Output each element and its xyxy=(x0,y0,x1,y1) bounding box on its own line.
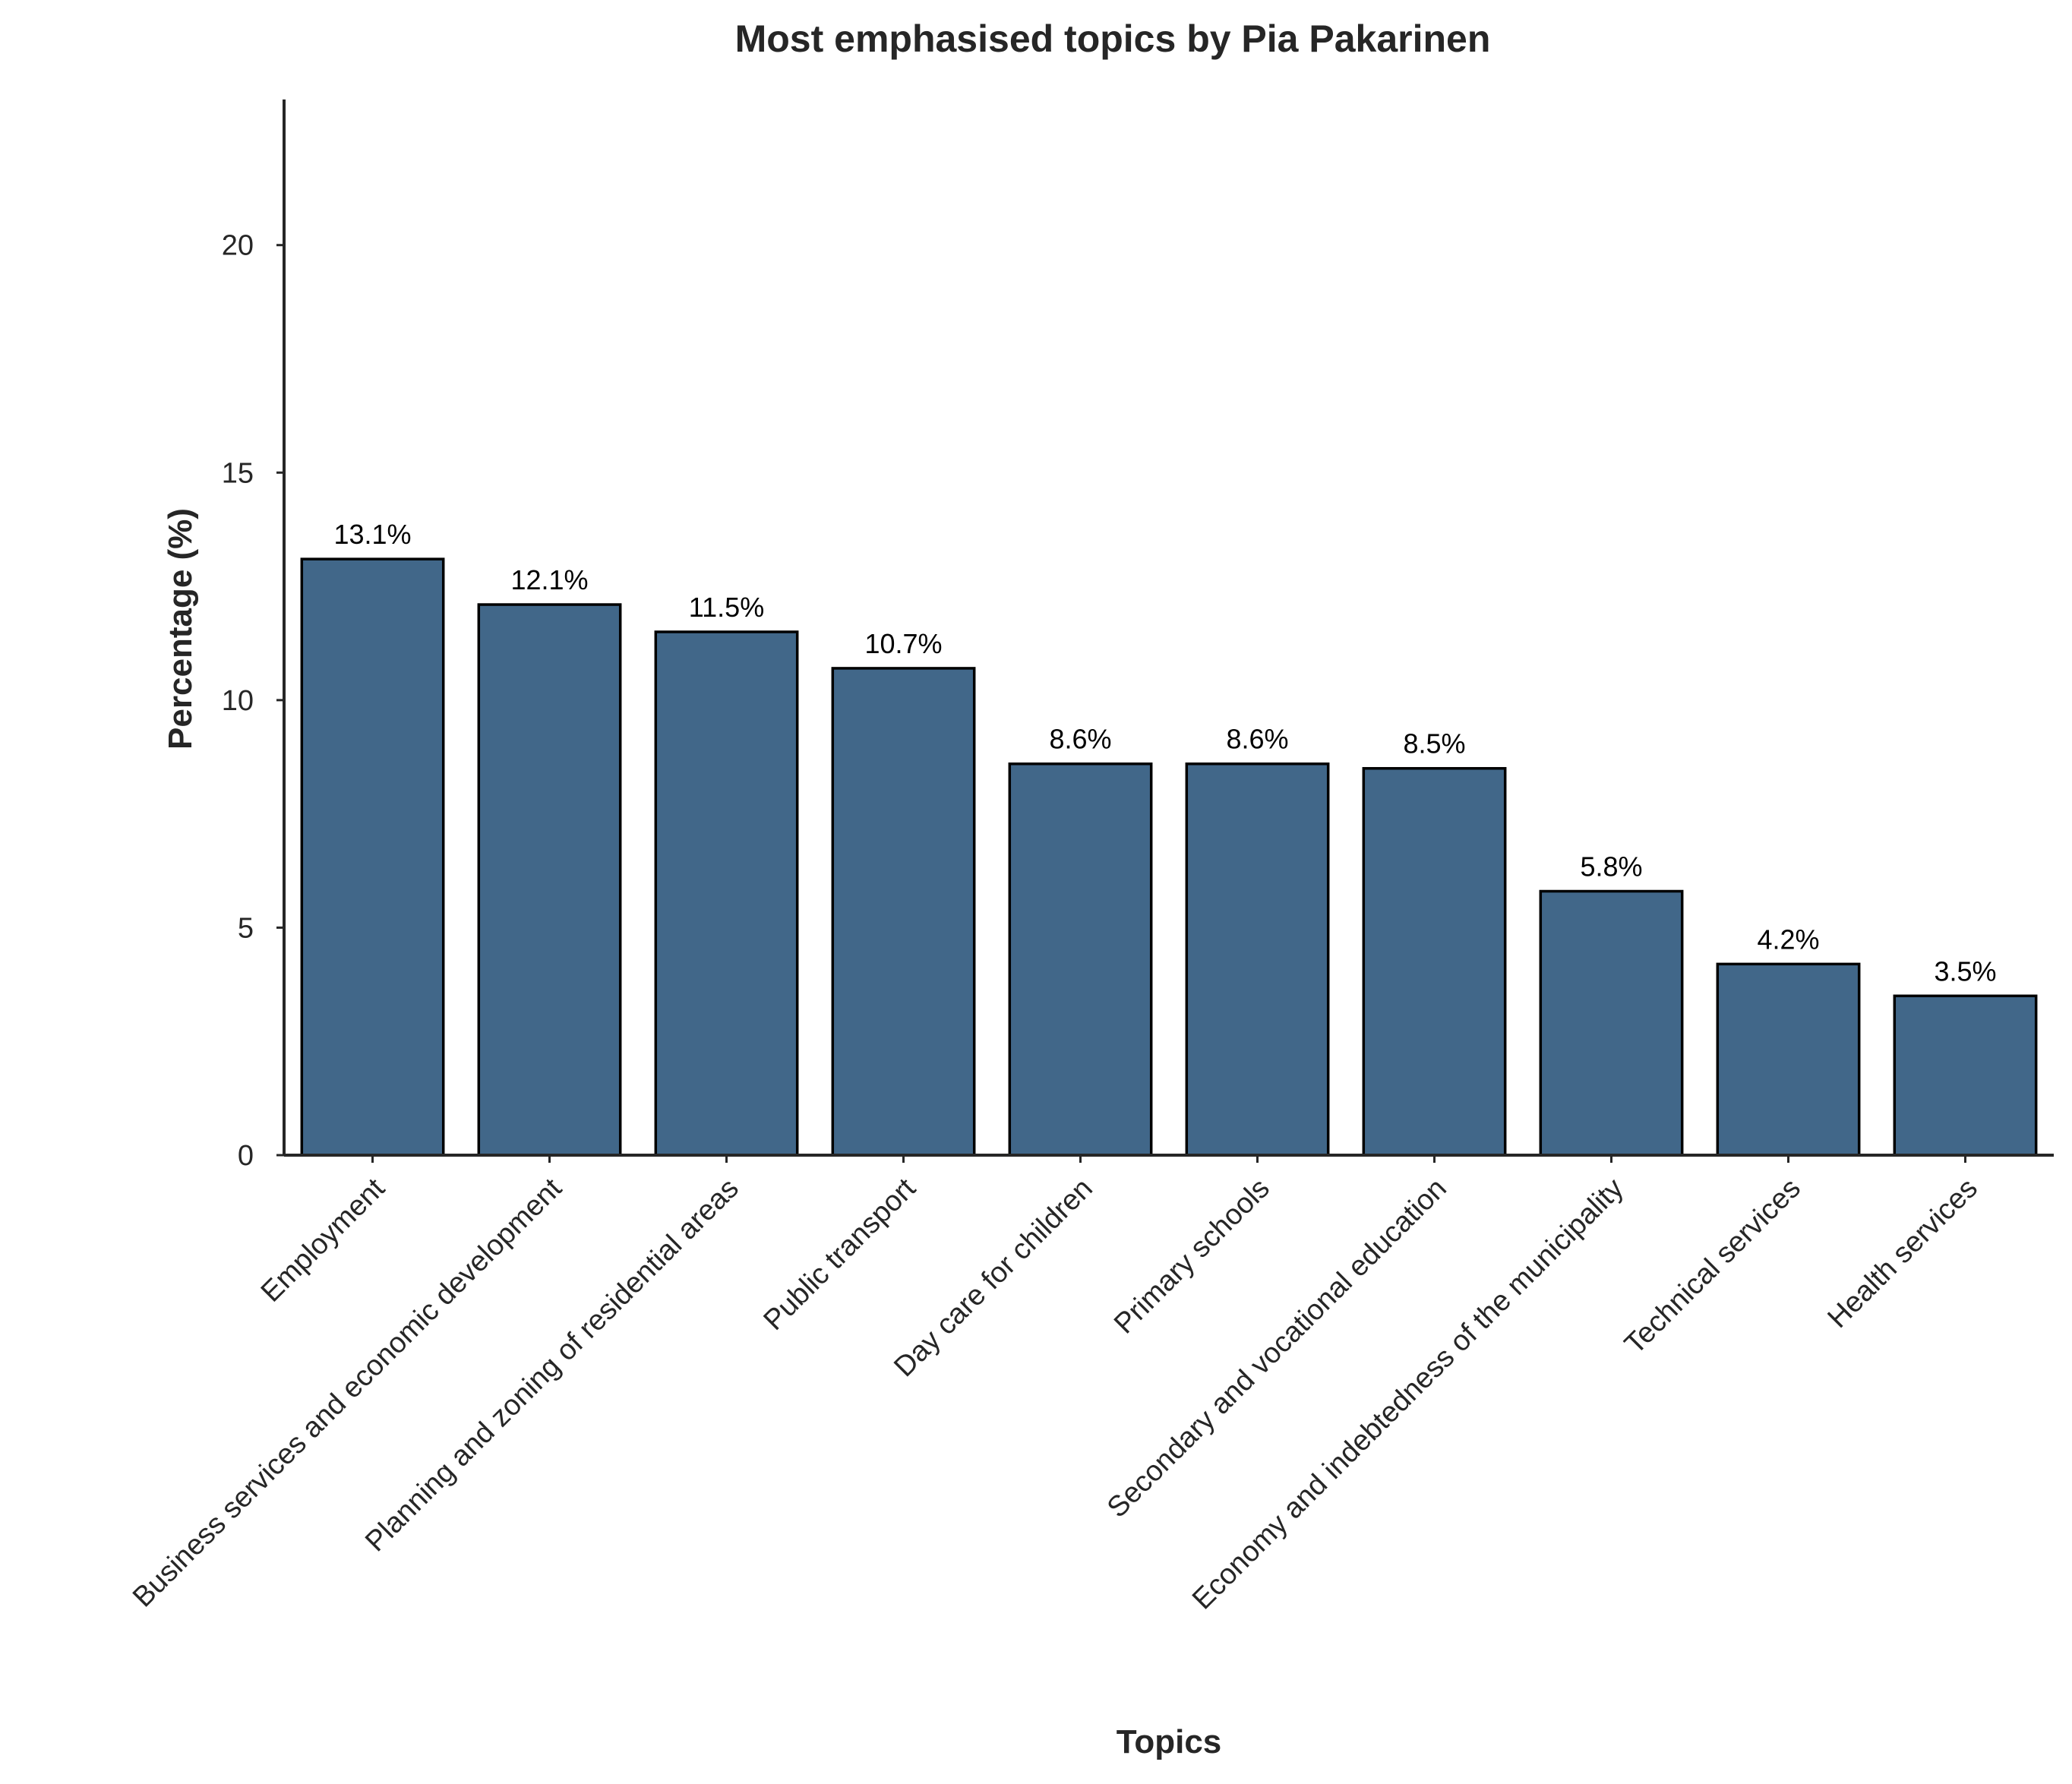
chart-title: Most emphasised topics by Pia Pakarinen xyxy=(735,17,1491,60)
x-tick-label: Employment xyxy=(255,1172,391,1308)
bar xyxy=(1185,762,1330,1157)
y-tick-label: 10 xyxy=(222,685,254,717)
y-tick-label: 5 xyxy=(238,912,254,944)
bar-value-label: 13.1% xyxy=(333,519,411,550)
x-axis-label: Topics xyxy=(1117,1723,1222,1760)
bar-value-label: 10.7% xyxy=(864,628,942,659)
y-axis-label: Percentage (%) xyxy=(162,508,199,750)
x-tick-label: Planning and zoning of residential areas xyxy=(359,1173,745,1558)
bar xyxy=(1893,994,2038,1157)
y-tick-label: 15 xyxy=(222,457,254,489)
x-tick-label: Health services xyxy=(1821,1173,1983,1334)
bar xyxy=(300,557,445,1157)
bar xyxy=(1008,762,1153,1157)
bar-value-label: 11.5% xyxy=(689,592,764,623)
y-tick-label: 20 xyxy=(222,230,254,262)
bar-value-label: 8.6% xyxy=(1226,724,1288,755)
bar xyxy=(1539,889,1684,1157)
x-tick-label: Public transport xyxy=(757,1172,922,1337)
bar xyxy=(654,630,799,1157)
bar xyxy=(477,603,622,1157)
bar xyxy=(1362,766,1507,1157)
bar xyxy=(831,667,976,1157)
bar-value-label: 8.6% xyxy=(1049,724,1111,755)
x-tick-label: Secondary and vocational education xyxy=(1101,1173,1453,1524)
x-tick-label: Technical services xyxy=(1619,1173,1807,1361)
bars-group: 13.1% 12.1% 11.5% 10.7% 8.6% 8.6% 8.5% 5.8% 4.2%… xyxy=(300,519,2038,1157)
y-tick-label: 0 xyxy=(238,1140,254,1172)
x-tick-label: Day care for children xyxy=(888,1173,1099,1384)
bar-value-label: 5.8% xyxy=(1580,851,1642,883)
bar-value-label: 3.5% xyxy=(1934,955,1996,987)
bar-value-label: 12.1% xyxy=(510,564,588,595)
x-tick-label: Primary schools xyxy=(1108,1173,1276,1340)
y-ticks-group: 0 5 10 15 20 xyxy=(222,230,284,1172)
bar xyxy=(1716,962,1861,1157)
bar-value-label: 8.5% xyxy=(1403,728,1465,759)
bar-value-label: 4.2% xyxy=(1757,924,1819,955)
